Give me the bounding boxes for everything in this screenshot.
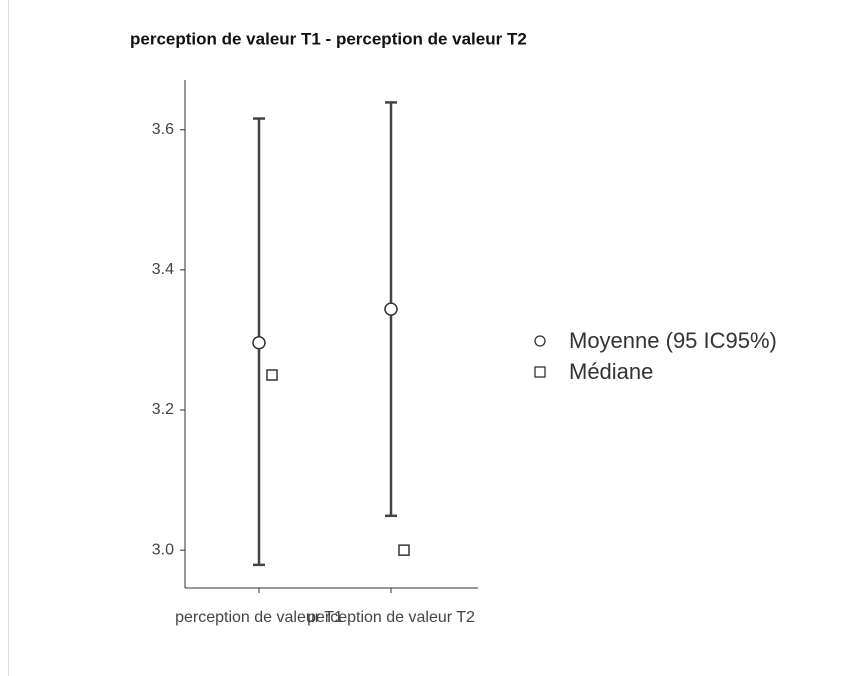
legend-label: Médiane bbox=[569, 359, 653, 384]
chart-title: perception de valeur T1 - perception de … bbox=[130, 29, 527, 48]
y-tick-label: 3.6 bbox=[152, 121, 174, 138]
mean-point bbox=[384, 302, 398, 316]
legend-label: Moyenne (95 IC95%) bbox=[569, 328, 777, 353]
median-point bbox=[398, 544, 410, 556]
x-tick-label: perception de valeur T1 bbox=[175, 609, 343, 626]
y-tick-label: 3.0 bbox=[152, 541, 174, 558]
legend-symbol bbox=[534, 366, 546, 378]
y-tick-label: 3.4 bbox=[152, 261, 174, 278]
median-point bbox=[266, 369, 278, 381]
mean-point bbox=[252, 336, 266, 350]
legend-symbol bbox=[534, 335, 546, 347]
x-tick-label: perception de valeur T2 bbox=[307, 609, 475, 626]
y-tick-label: 3.2 bbox=[152, 401, 174, 418]
